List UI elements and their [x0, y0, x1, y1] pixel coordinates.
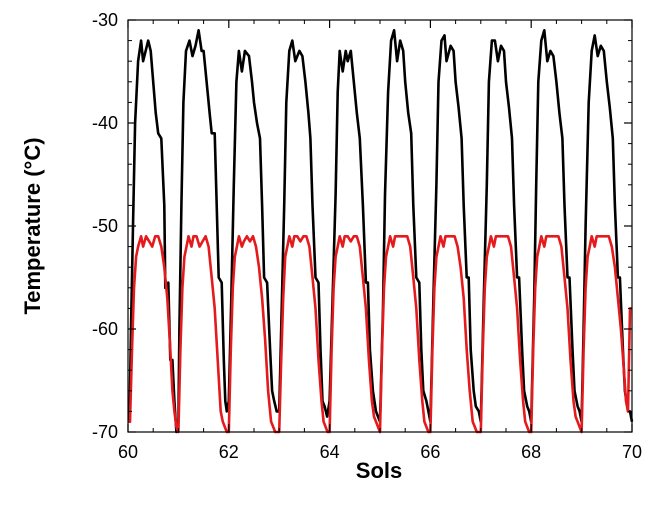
x-tick-label: 62 — [219, 442, 239, 462]
y-tick-label: -70 — [92, 422, 118, 442]
series-line-0 — [128, 28, 634, 434]
y-tick-label: -30 — [92, 10, 118, 30]
y-tick-label: -60 — [92, 319, 118, 339]
y-tick-label: -50 — [92, 216, 118, 236]
x-tick-label: 70 — [622, 442, 642, 462]
x-axis-title: Sols — [356, 458, 402, 483]
y-axis-title: Temperature (°C) — [20, 137, 45, 314]
series-layer — [128, 28, 634, 434]
axes-layer: 60 62 64 66 68 70 -30 -40 -50 -60 -70 — [92, 10, 642, 462]
x-tick-label: 66 — [420, 442, 440, 462]
series-line-1 — [128, 235, 632, 434]
x-tick-label: 60 — [118, 442, 138, 462]
y-tick-label: -40 — [92, 113, 118, 133]
x-tick-label: 64 — [320, 442, 340, 462]
x-tick-label: 68 — [521, 442, 541, 462]
